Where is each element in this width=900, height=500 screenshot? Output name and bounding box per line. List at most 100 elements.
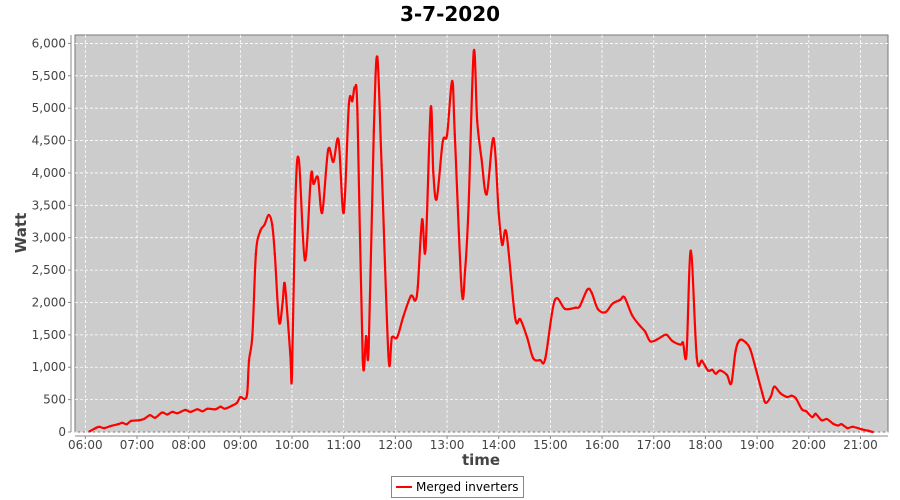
x-tick-label: 21:00	[843, 438, 878, 452]
x-tick-label: 16:00	[585, 438, 620, 452]
data-point	[825, 417, 829, 421]
data-point	[485, 193, 488, 196]
y-tick-label: 6,000	[32, 36, 66, 50]
data-point	[353, 86, 357, 89]
data-point	[814, 412, 817, 416]
data-point	[283, 281, 286, 285]
data-point	[734, 349, 737, 353]
data-point	[544, 357, 547, 361]
data-point	[700, 359, 704, 362]
data-point	[251, 333, 254, 337]
data-point	[681, 341, 685, 344]
data-point	[623, 296, 626, 299]
data-point	[254, 252, 258, 256]
data-point	[695, 356, 699, 359]
data-point	[706, 369, 710, 372]
data-point	[725, 373, 729, 377]
data-point	[563, 307, 567, 311]
data-point	[794, 397, 798, 400]
data-point	[214, 408, 217, 411]
data-point	[472, 50, 475, 54]
data-point	[553, 299, 556, 302]
data-point	[463, 268, 467, 272]
data-point	[871, 430, 874, 434]
data-point	[231, 404, 234, 407]
data-point	[738, 338, 742, 342]
x-tick-label: 18:00	[688, 438, 723, 452]
data-point	[271, 223, 274, 226]
x-tick-label: 12:00	[378, 438, 413, 452]
x-tick-label: 09:00	[223, 438, 258, 452]
data-point	[409, 294, 413, 298]
data-point	[420, 218, 424, 221]
x-tick-label: 13:00	[430, 438, 465, 452]
data-point	[811, 415, 814, 419]
data-point	[332, 160, 335, 164]
data-point	[294, 197, 297, 201]
data-point	[779, 391, 782, 395]
data-point	[356, 113, 359, 116]
y-tick-label: 5,500	[32, 69, 66, 83]
data-point	[239, 395, 242, 399]
y-tick-label: 3,500	[32, 198, 66, 212]
data-point	[846, 426, 849, 430]
data-point	[347, 103, 351, 106]
legend: Merged inverters	[391, 476, 524, 498]
data-point	[761, 391, 764, 395]
data-point	[611, 302, 614, 305]
data-point	[618, 298, 622, 302]
data-point	[685, 353, 688, 356]
axes: 0 500 1,000 1,500 2,000 2,500 3,000 3,500 4,000 4…	[32, 35, 888, 452]
data-point	[505, 231, 508, 235]
data-point	[395, 336, 399, 339]
data-point	[718, 369, 722, 372]
y-axis-label: Watt	[12, 213, 30, 253]
data-point	[744, 341, 748, 344]
data-point	[342, 211, 345, 214]
x-tick-label: 17:00	[636, 438, 671, 452]
data-point	[223, 407, 227, 410]
y-tick-label: 1,500	[32, 328, 66, 342]
data-point	[460, 289, 463, 293]
data-point	[372, 130, 376, 133]
data-point	[148, 413, 152, 417]
data-point	[160, 411, 164, 414]
y-tick-label: 3,000	[32, 231, 66, 245]
y-tick-label: 4,000	[32, 166, 66, 180]
data-point	[401, 316, 405, 319]
data-point	[277, 320, 281, 324]
data-point	[116, 423, 120, 426]
x-tick-label: 07:00	[120, 438, 155, 452]
data-point	[655, 338, 659, 341]
data-point	[125, 423, 128, 426]
data-point	[831, 422, 835, 425]
data-point	[519, 318, 522, 321]
data-point	[267, 213, 270, 217]
data-point	[176, 412, 179, 415]
y-tick-label: 0	[58, 425, 66, 439]
data-point	[451, 79, 454, 83]
data-point	[432, 171, 435, 174]
data-point	[773, 385, 776, 388]
data-point	[590, 291, 593, 294]
series-group	[88, 48, 874, 434]
data-point	[303, 259, 307, 262]
y-tick-label: 4,500	[32, 134, 66, 148]
data-point	[661, 334, 664, 338]
x-tick-label: 15:00	[533, 438, 568, 452]
data-point	[109, 424, 112, 428]
y-tick-label: 2,000	[32, 295, 66, 309]
data-point	[289, 353, 292, 356]
x-axis-label: time	[462, 451, 500, 469]
data-point	[235, 401, 239, 405]
data-point	[121, 421, 124, 425]
data-point	[273, 252, 277, 256]
data-point	[453, 133, 457, 136]
y-tick-label: 1,000	[32, 360, 66, 374]
data-point	[337, 138, 340, 142]
data-point	[475, 119, 479, 123]
data-point	[424, 248, 427, 252]
data-point	[171, 410, 174, 414]
data-point	[258, 230, 262, 233]
data-point	[525, 336, 529, 339]
